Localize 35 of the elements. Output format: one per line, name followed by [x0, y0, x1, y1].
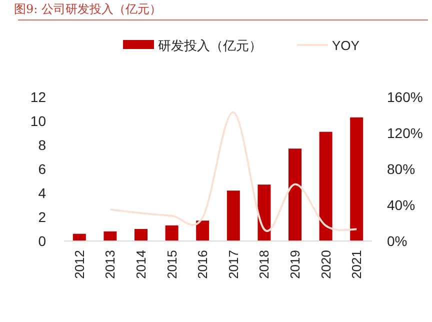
bar	[288, 148, 302, 241]
y-tick-label: 0	[38, 233, 46, 249]
y-tick-label: 2	[38, 209, 46, 225]
bar	[134, 229, 148, 241]
y-tick-label: 12	[30, 89, 46, 105]
x-tick-label: 2012	[72, 250, 87, 279]
y2-tick-label: 0%	[387, 233, 408, 249]
x-tick-label: 2016	[195, 250, 210, 279]
bar	[104, 231, 117, 241]
y-tick-label: 8	[38, 137, 46, 153]
legend-label: 研发投入（亿元）	[158, 38, 262, 53]
bar	[72, 234, 86, 241]
x-tick-label: 2021	[349, 250, 364, 279]
bar	[165, 225, 178, 241]
y-tick-label: 10	[30, 113, 46, 129]
x-tick-label: 2017	[226, 250, 241, 279]
y-tick-label: 6	[38, 161, 46, 177]
x-tick-label: 2019	[288, 250, 303, 279]
legend-label: YOY	[332, 38, 360, 53]
y2-tick-label: 80%	[387, 161, 416, 177]
x-tick-label: 2020	[318, 250, 334, 279]
bar	[258, 184, 271, 241]
bar	[196, 220, 210, 241]
x-tick-label: 2018	[256, 250, 272, 279]
y2-tick-label: 40%	[387, 197, 416, 213]
x-tick-label: 2013	[102, 250, 118, 279]
bar	[350, 117, 364, 241]
chart-title: 图9: 公司研发投入（亿元）	[14, 2, 162, 16]
x-tick-label: 2014	[134, 250, 149, 279]
bar	[319, 132, 332, 241]
x-tick-label: 2015	[164, 250, 180, 279]
y2-tick-label: 120%	[387, 125, 423, 141]
y2-tick-label: 160%	[387, 89, 423, 105]
y-tick-label: 4	[38, 185, 46, 201]
bar	[226, 190, 240, 241]
